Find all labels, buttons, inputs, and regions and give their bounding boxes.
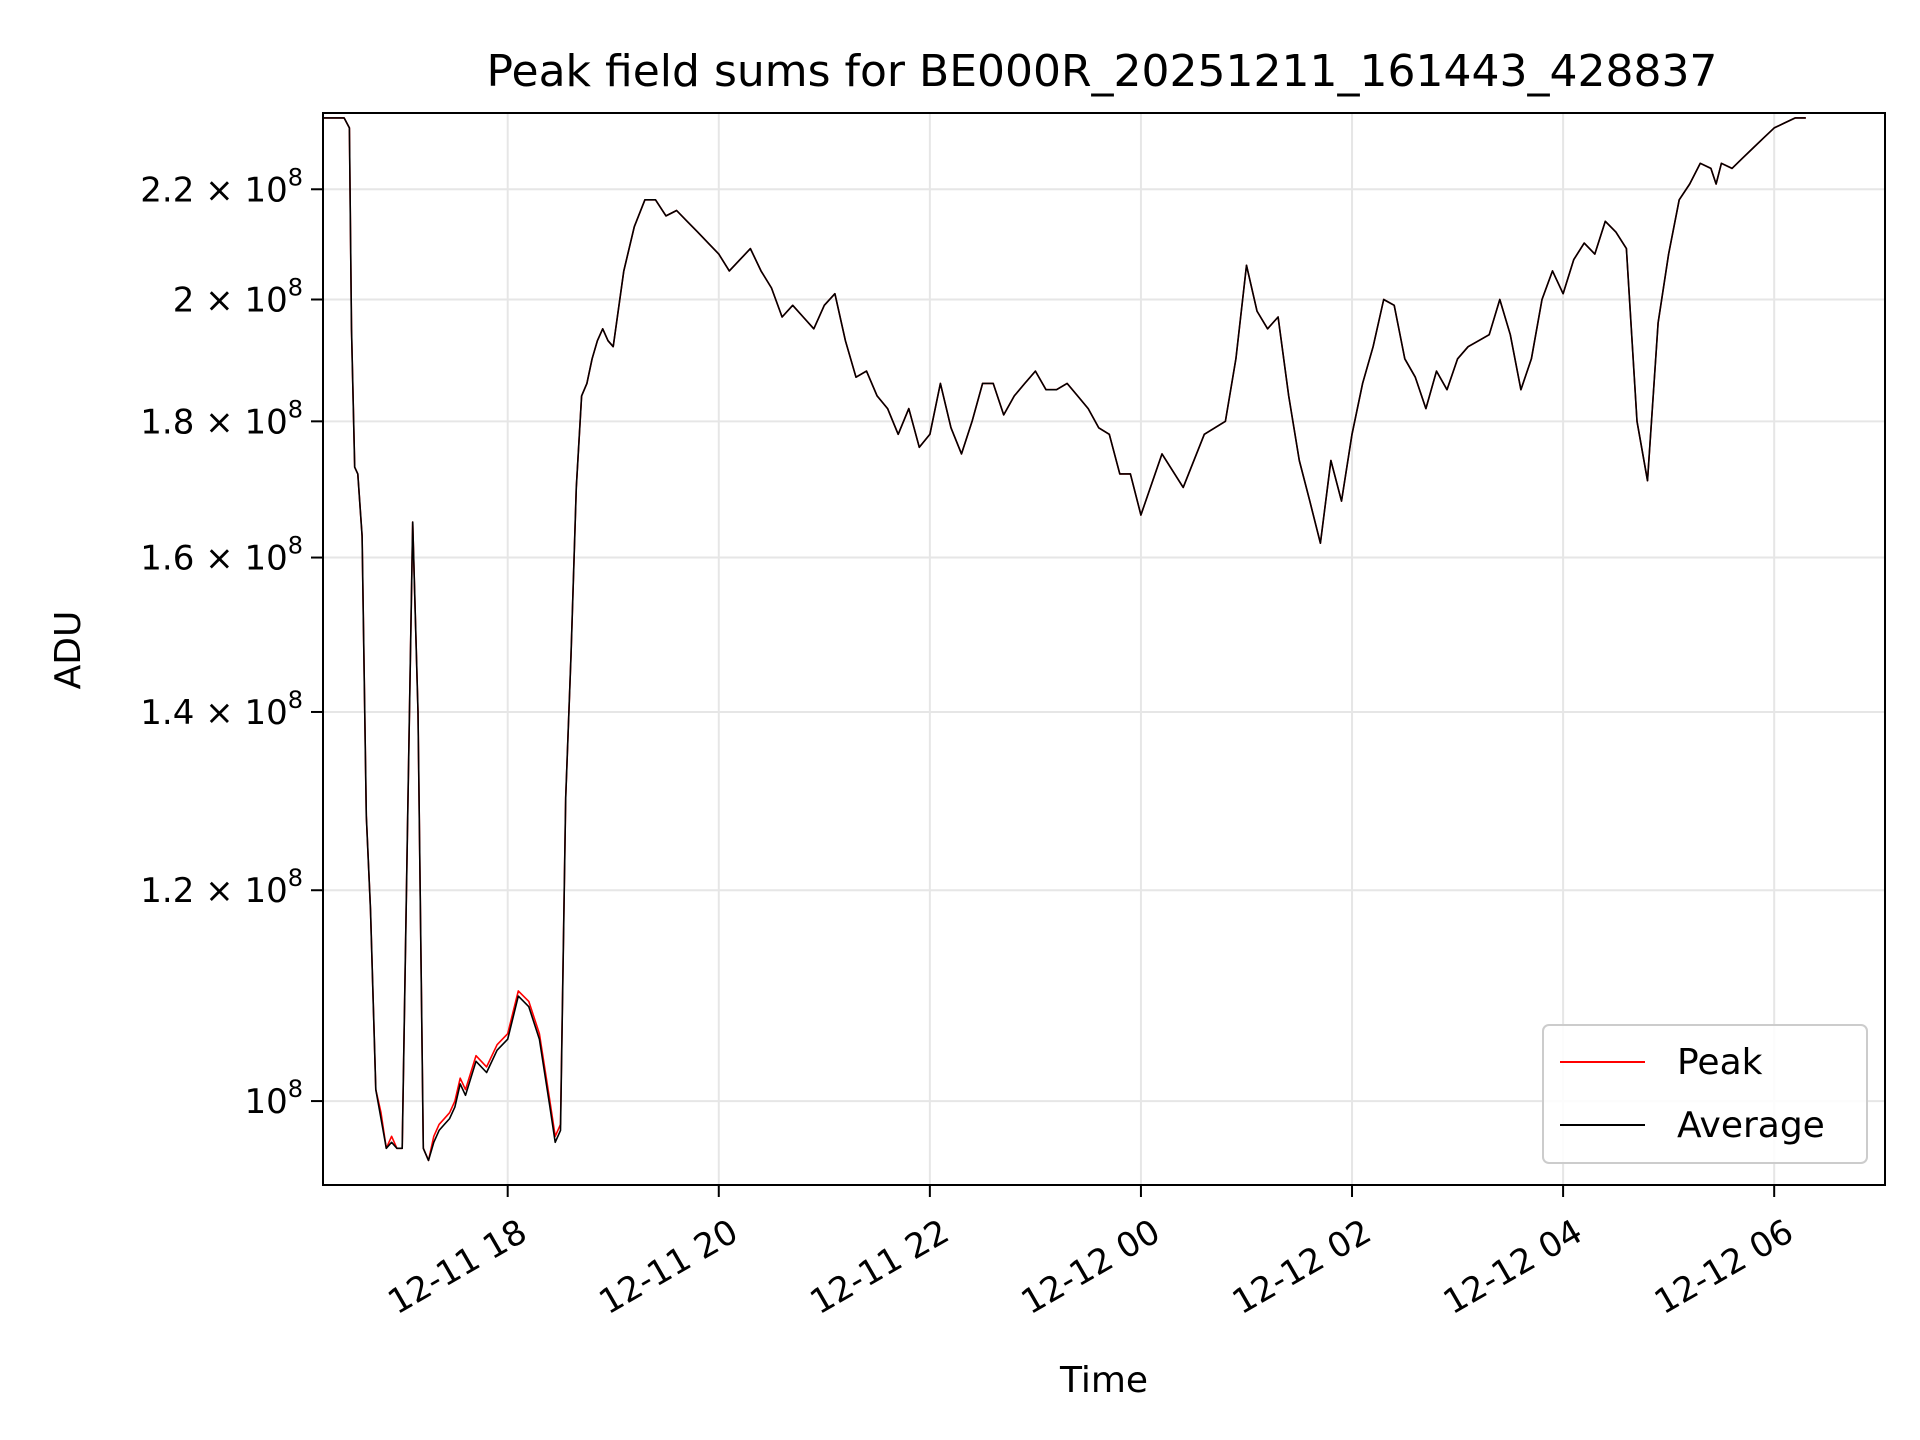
y-tick-label: 2 × 108: [173, 273, 303, 320]
x-tick-label: 12-11 22: [804, 1212, 956, 1323]
series-line-peak: [323, 117, 1806, 1162]
x-axis-label: Time: [1059, 1360, 1148, 1401]
x-tick-label: 12-12 06: [1648, 1212, 1800, 1323]
y-tick-label: 1.8 × 108: [140, 395, 303, 442]
x-tick-label: 12-12 04: [1437, 1212, 1589, 1323]
plot-frame: [322, 112, 1886, 1186]
series-line-average: [323, 117, 1806, 1162]
plot-lines: [323, 117, 1806, 1162]
y-tick-label: 1.2 × 108: [140, 864, 303, 911]
x-tick-label: 12-12 00: [1015, 1212, 1167, 1323]
y-tick-label: 108: [244, 1075, 303, 1122]
x-tick-label: 12-11 18: [381, 1212, 533, 1323]
y-tick-label: 2.2 × 108: [140, 163, 303, 210]
legend-label-average: Average: [1677, 1105, 1825, 1146]
y-tick-label: 1.6 × 108: [140, 532, 303, 579]
legend: Peak Average: [1542, 1024, 1868, 1164]
x-tick-label: 12-12 02: [1226, 1212, 1378, 1323]
legend-label-peak: Peak: [1677, 1042, 1763, 1083]
y-axis-ticks: 108 1.2 × 108 1.4 × 108 1.6 × 108 1.8 × 108 2…: [140, 163, 323, 1122]
x-tick-label: 12-11 20: [592, 1212, 744, 1323]
y-tick-label: 1.4 × 108: [140, 686, 303, 733]
chart-title: Peak field sums for BE000R_20251211_1614…: [487, 46, 1718, 97]
legend-box: [1542, 1024, 1868, 1164]
x-axis-ticks: 12-11 18 12-11 20 12-11 22 12-12 00 12-12 02…: [381, 1185, 1800, 1323]
y-axis-label: ADU: [48, 611, 89, 690]
